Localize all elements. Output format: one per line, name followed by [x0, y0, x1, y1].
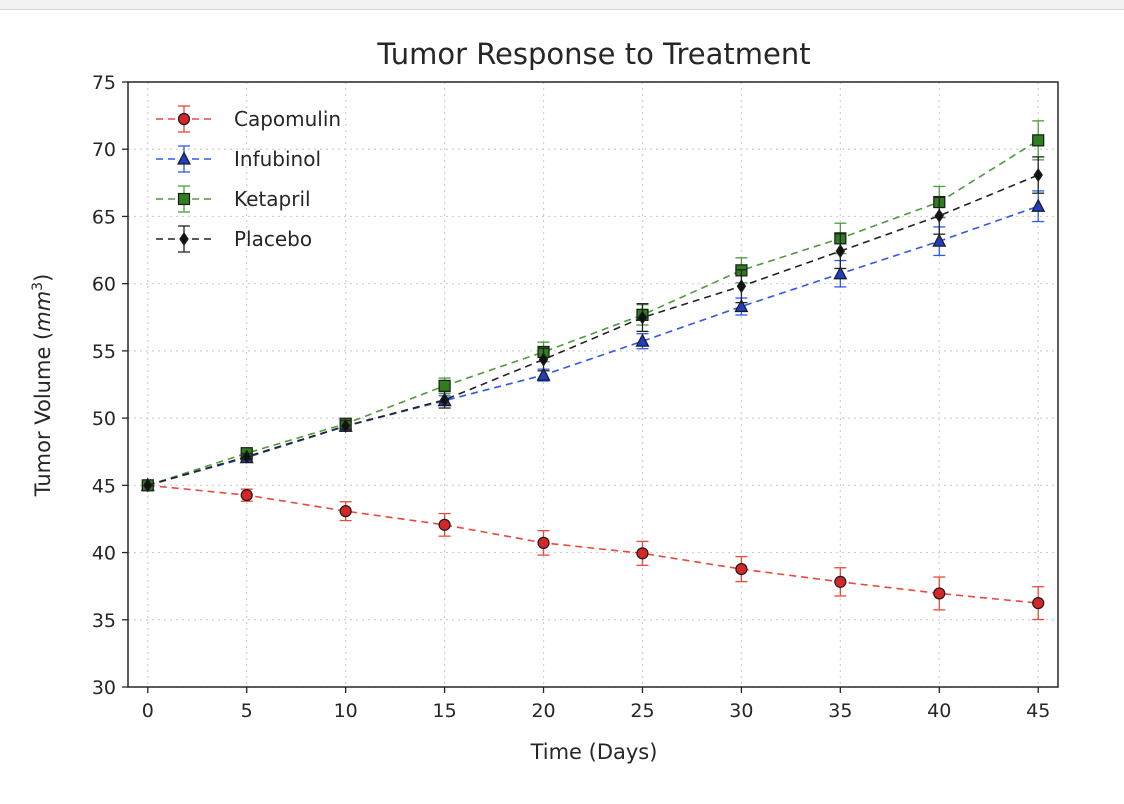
- series-capomulin: [141, 479, 1045, 621]
- legend-item-ketapril: Ketapril: [156, 185, 311, 213]
- data-point-capomulin: [735, 562, 748, 576]
- data-point-capomulin: [834, 575, 847, 588]
- y-tick-label: 45: [92, 475, 116, 497]
- legend: Capomulin Infubinol Ketapril Placebo: [156, 105, 341, 253]
- data-point-capomulin: [240, 489, 253, 502]
- data-point-ketapril: [438, 379, 451, 392]
- grid-layer: [128, 81, 1058, 688]
- series-placebo: [143, 156, 1045, 493]
- chart-title: Tumor Response to Treatment: [376, 37, 810, 71]
- legend-label: Capomulin: [234, 107, 341, 131]
- x-tick-label: 0: [142, 700, 154, 722]
- series-line-capomulin: [147, 484, 1039, 604]
- data-point-ketapril: [1032, 134, 1045, 147]
- y-tick-label: 50: [92, 408, 116, 430]
- series-layer: [140, 120, 1046, 621]
- data-point-capomulin: [1032, 597, 1045, 610]
- series-line-placebo: [147, 174, 1039, 487]
- y-axis-label-exponent: 3: [30, 282, 46, 291]
- data-point-placebo: [1033, 167, 1043, 183]
- legend-marker: [177, 192, 191, 206]
- legend-label: Ketapril: [234, 187, 311, 211]
- data-point-infubinol: [536, 367, 551, 381]
- legend-item-placebo: Placebo: [156, 225, 312, 253]
- x-tick-label: 5: [241, 700, 253, 722]
- legend-label: Infubinol: [234, 147, 321, 171]
- legend-item-infubinol: Infubinol: [156, 145, 321, 173]
- x-tick-label: 35: [828, 700, 852, 722]
- y-tick-label: 75: [92, 72, 116, 94]
- y-axis-label-suffix: ): [31, 274, 55, 282]
- data-point-infubinol: [635, 333, 650, 347]
- legend-item-capomulin: Capomulin: [156, 105, 341, 133]
- series-ketapril: [141, 120, 1045, 492]
- data-point-placebo: [637, 310, 648, 325]
- x-tick-label: 15: [433, 700, 457, 722]
- x-tick-label: 45: [1026, 700, 1050, 722]
- y-tick-label: 40: [92, 543, 116, 565]
- data-point-placebo: [538, 352, 549, 367]
- data-point-capomulin: [339, 505, 352, 518]
- legend-marker: [177, 151, 191, 165]
- x-tick-label: 30: [729, 700, 753, 722]
- data-point-placebo: [835, 244, 846, 259]
- y-tick-label: 30: [92, 677, 116, 699]
- x-tick-label: 40: [927, 700, 951, 722]
- data-point-infubinol: [1031, 198, 1046, 212]
- y-tick-label: 70: [92, 139, 116, 161]
- data-point-infubinol: [833, 265, 848, 280]
- data-point-placebo: [736, 279, 747, 294]
- data-point-infubinol: [734, 298, 749, 313]
- legend-label: Placebo: [234, 227, 312, 251]
- y-tick-label: 65: [92, 206, 116, 228]
- x-tick-label: 25: [630, 700, 654, 722]
- data-point-placebo: [439, 392, 450, 407]
- y-axis-label: Tumor Volume (mm3): [30, 274, 55, 498]
- y-axis-label-prefix: Tumor Volume (: [31, 332, 55, 498]
- legend-marker: [177, 112, 191, 126]
- data-point-capomulin: [537, 536, 550, 549]
- y-tick-label: 55: [92, 341, 116, 363]
- y-tick-label: 60: [92, 274, 116, 296]
- data-point-infubinol: [932, 233, 947, 247]
- ticks-layer: 0 5 10 15 20 25 30 35 40 45 30 35 40 45 50 55 60 65 70 75: [92, 72, 1050, 722]
- data-point-capomulin: [933, 587, 946, 600]
- y-tick-label: 35: [92, 610, 116, 632]
- data-point-placebo: [934, 208, 944, 223]
- data-point-capomulin: [636, 547, 649, 560]
- y-axis-label-unit: mm: [31, 291, 55, 332]
- data-point-capomulin: [438, 518, 451, 531]
- x-tick-label: 20: [531, 700, 555, 722]
- legend-marker: [179, 231, 189, 247]
- data-point-placebo: [143, 478, 153, 493]
- plot-frame: [127, 81, 1059, 688]
- x-axis-label: Time (Days): [530, 740, 658, 764]
- data-point-placebo: [242, 449, 252, 464]
- window-top-bar: [0, 0, 1124, 10]
- data-point-placebo: [340, 418, 351, 433]
- series-line-ketapril: [147, 139, 1039, 487]
- x-tick-label: 10: [334, 700, 358, 722]
